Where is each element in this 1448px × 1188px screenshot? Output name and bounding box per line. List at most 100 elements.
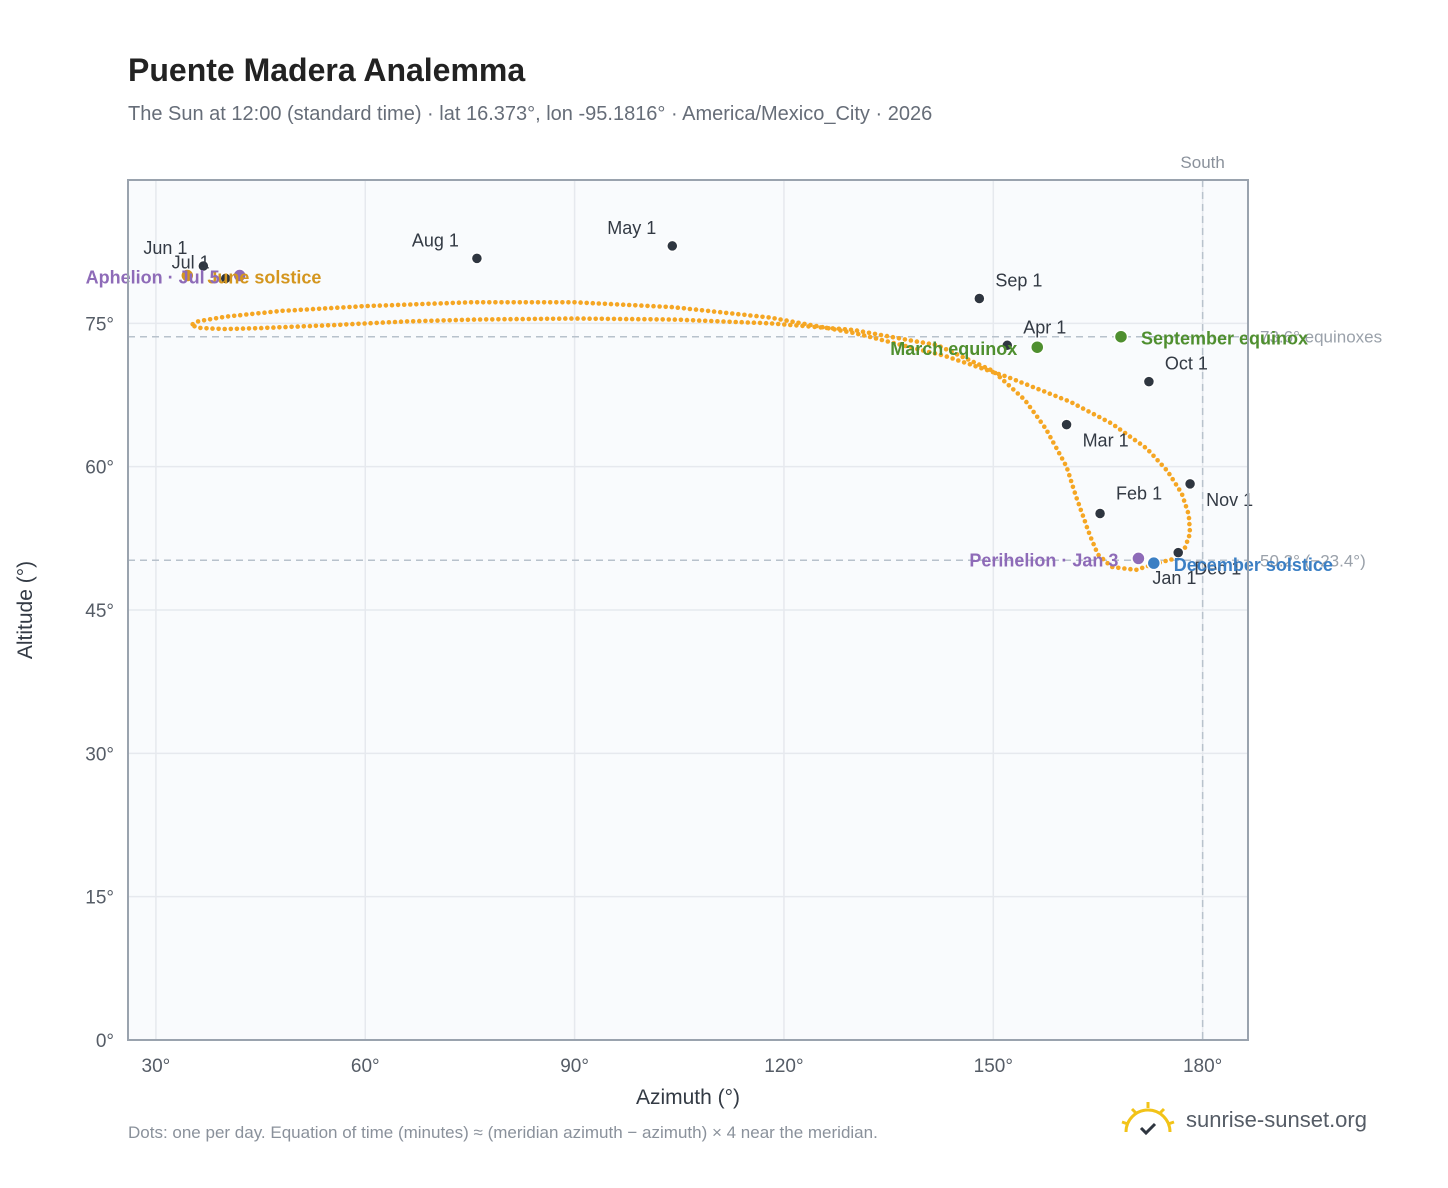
month-label: Mar 1 bbox=[1083, 431, 1129, 451]
daily-dot bbox=[721, 319, 726, 324]
daily-dot bbox=[371, 303, 377, 309]
footnote: Dots: one per day. Equation of time (min… bbox=[128, 1123, 878, 1142]
daily-dot bbox=[335, 305, 340, 311]
daily-dot bbox=[1122, 430, 1128, 436]
daily-dot bbox=[240, 326, 246, 331]
daily-dot bbox=[593, 316, 598, 322]
daily-dot bbox=[377, 303, 383, 308]
daily-dot bbox=[687, 306, 693, 312]
daily-dot bbox=[954, 352, 960, 357]
daily-dot bbox=[417, 318, 422, 324]
daily-dot bbox=[1013, 378, 1019, 383]
daily-dot bbox=[374, 320, 380, 326]
daily-dot bbox=[896, 336, 902, 341]
daily-dot bbox=[541, 300, 547, 305]
daily-dot bbox=[1024, 382, 1030, 388]
daily-dot bbox=[572, 300, 577, 305]
daily-dot bbox=[926, 341, 932, 347]
daily-dot bbox=[225, 314, 231, 319]
daily-dot bbox=[325, 323, 331, 328]
daily-dot bbox=[879, 337, 885, 343]
daily-dot bbox=[222, 326, 227, 332]
daily-dot bbox=[262, 310, 267, 316]
daily-dot bbox=[219, 315, 225, 320]
daily-dot bbox=[769, 321, 775, 326]
y-tick-label: 30° bbox=[85, 744, 114, 765]
daily-dot bbox=[1082, 519, 1088, 524]
daily-dot bbox=[956, 358, 961, 363]
event-marker bbox=[1113, 329, 1129, 344]
daily-dot bbox=[529, 300, 535, 305]
month-label: Apr 1 bbox=[1023, 317, 1066, 337]
daily-dot bbox=[1139, 565, 1145, 571]
event-label: March equinox bbox=[890, 339, 1017, 359]
daily-dot bbox=[760, 314, 765, 320]
daily-dot bbox=[938, 344, 943, 350]
daily-dot bbox=[778, 317, 783, 322]
daily-dot bbox=[1132, 437, 1138, 443]
daily-dot bbox=[1048, 434, 1053, 440]
month-label: Sep 1 bbox=[995, 270, 1042, 290]
daily-dot bbox=[1002, 378, 1007, 384]
daily-dot bbox=[675, 305, 681, 311]
event-marker bbox=[180, 268, 195, 283]
daily-dot bbox=[1053, 393, 1058, 399]
daily-dot bbox=[438, 301, 444, 306]
daily-dot bbox=[812, 324, 817, 330]
daily-dot bbox=[709, 318, 714, 324]
daily-dot bbox=[717, 309, 723, 315]
event-label: September equinox bbox=[1141, 329, 1308, 349]
daily-dot bbox=[626, 302, 632, 308]
daily-dot bbox=[1173, 482, 1179, 487]
daily-dot bbox=[1117, 427, 1123, 432]
daily-dot bbox=[1007, 375, 1013, 381]
daily-dot bbox=[1091, 541, 1096, 547]
daily-dot bbox=[444, 300, 450, 306]
daily-dot bbox=[666, 317, 672, 322]
daily-dot bbox=[1142, 444, 1148, 450]
daily-dot bbox=[856, 331, 861, 337]
daily-dot bbox=[1054, 445, 1059, 451]
daily-dot bbox=[246, 326, 252, 331]
plot-frame bbox=[127, 179, 1249, 1041]
daily-dot bbox=[1102, 417, 1107, 423]
daily-dot bbox=[1187, 521, 1192, 527]
daily-dot bbox=[344, 322, 349, 327]
daily-dot bbox=[392, 319, 398, 325]
daily-dot bbox=[328, 305, 334, 311]
daily-dot bbox=[1027, 404, 1033, 410]
daily-dot bbox=[490, 317, 495, 322]
daily-dot bbox=[252, 326, 258, 331]
brand[interactable]: sunrise-sunset.org bbox=[1120, 1100, 1367, 1140]
daily-dot bbox=[228, 326, 234, 332]
brand-name: sunrise-sunset.org bbox=[1186, 1107, 1367, 1132]
daily-dot bbox=[216, 326, 221, 332]
daily-dot bbox=[450, 300, 456, 306]
daily-dot bbox=[532, 316, 538, 322]
daily-dot bbox=[1006, 383, 1012, 388]
daily-dot bbox=[493, 300, 498, 305]
daily-dot bbox=[271, 325, 276, 330]
daily-dot bbox=[1072, 490, 1078, 495]
daily-dot bbox=[404, 319, 410, 324]
daily-dot bbox=[195, 319, 201, 324]
daily-dot bbox=[556, 316, 562, 322]
daily-dot bbox=[380, 320, 386, 325]
daily-dot bbox=[1015, 391, 1021, 396]
daily-dot bbox=[1110, 564, 1115, 570]
daily-dot bbox=[681, 306, 687, 311]
daily-dot bbox=[502, 316, 507, 322]
daily-dot bbox=[742, 312, 747, 318]
daily-dot bbox=[920, 348, 926, 353]
y-tick-label: 75° bbox=[85, 314, 114, 335]
daily-dot bbox=[1134, 567, 1139, 573]
event-marker bbox=[1030, 339, 1045, 355]
daily-dot bbox=[310, 306, 316, 312]
daily-dot bbox=[207, 317, 213, 322]
daily-dot bbox=[915, 346, 920, 352]
daily-dot bbox=[611, 316, 617, 322]
daily-dot bbox=[973, 364, 978, 369]
daily-dot bbox=[201, 318, 207, 323]
daily-dot bbox=[699, 308, 705, 313]
daily-dot bbox=[213, 316, 219, 321]
